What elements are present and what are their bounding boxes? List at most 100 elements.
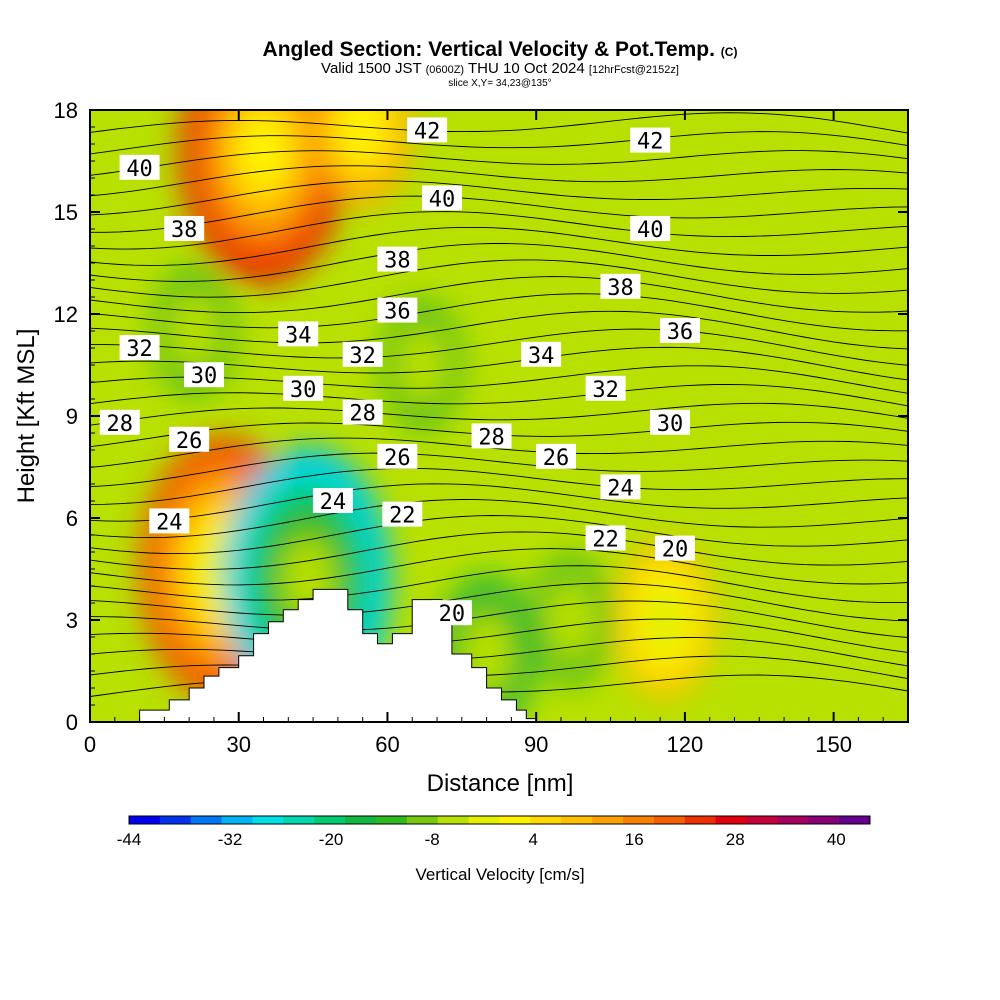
- svg-text:42: 42: [414, 119, 441, 144]
- theta-contour: [90, 180, 908, 216]
- colorbar-swatch: [715, 816, 747, 824]
- theta-label: 20: [431, 600, 472, 627]
- theta-label: 38: [164, 216, 205, 243]
- svg-text:38: 38: [607, 276, 634, 301]
- theta-contour: [90, 195, 908, 233]
- svg-text:26: 26: [176, 429, 203, 454]
- colorbar-swatch: [159, 816, 192, 824]
- svg-text:30: 30: [290, 378, 317, 403]
- colorbar-tick-label: -32: [218, 830, 243, 849]
- theta-contour: [90, 618, 908, 653]
- theta-label: 36: [377, 297, 418, 325]
- colorbar-swatch: [499, 816, 531, 824]
- theta-contour: [90, 483, 908, 522]
- colorbar-swatch: [839, 816, 871, 824]
- theta-label: 24: [149, 508, 190, 535]
- x-axis-label: Distance [nm]: [427, 770, 574, 797]
- theta-contour: [90, 582, 908, 622]
- theta-label: 28: [99, 409, 140, 437]
- svg-text:30: 30: [657, 412, 684, 437]
- theta-label: 26: [169, 426, 210, 454]
- colorbar-label: Vertical Velocity [cm/s]: [415, 865, 584, 884]
- y-tick-label: 12: [54, 302, 78, 327]
- theta-contour: [90, 150, 908, 176]
- svg-text:32: 32: [126, 337, 153, 362]
- theta-label: 22: [382, 501, 423, 529]
- svg-text:28: 28: [349, 402, 376, 427]
- velocity-cell: [239, 113, 288, 189]
- svg-text:42: 42: [637, 130, 664, 155]
- colorbar-swatch: [777, 816, 809, 824]
- svg-text:40: 40: [126, 157, 153, 182]
- theta-contour: [90, 452, 908, 488]
- theta-label: 38: [600, 273, 641, 301]
- theta-contour: [90, 131, 908, 155]
- svg-text:40: 40: [429, 187, 456, 212]
- theta-contour: [90, 402, 908, 426]
- theta-contour: [90, 548, 908, 586]
- svg-text:26: 26: [384, 446, 411, 471]
- y-tick-label: 3: [66, 608, 78, 633]
- svg-text:24: 24: [320, 490, 347, 515]
- theta-contour: [90, 328, 908, 366]
- colorbar-swatch: [129, 816, 161, 824]
- theta-contour: [90, 276, 908, 314]
- x-tick-label: 0: [84, 732, 96, 757]
- slice-label: slice X,Y= 34,23@135°: [448, 78, 552, 89]
- x-tick-label: 120: [667, 732, 704, 757]
- velocity-cell: [170, 293, 218, 369]
- colorbar-swatch: [623, 816, 655, 824]
- theta-contour: [90, 211, 908, 250]
- svg-text:24: 24: [156, 510, 183, 535]
- colorbar-tick-label: 4: [528, 830, 537, 849]
- svg-text:36: 36: [667, 320, 694, 345]
- colorbar-frame: [128, 815, 871, 825]
- colorbar-swatch: [468, 816, 500, 824]
- theta-label: 34: [278, 321, 319, 348]
- theta-label: 26: [536, 443, 577, 471]
- colorbar-swatch: [684, 816, 717, 824]
- x-tick-label: 90: [524, 732, 548, 757]
- x-tick-label: 30: [226, 732, 250, 757]
- colorbar-swatch: [376, 816, 408, 824]
- theta-contour: [90, 310, 908, 350]
- svg-text:38: 38: [171, 218, 198, 243]
- svg-text:34: 34: [285, 323, 312, 348]
- theta-label: 32: [342, 341, 383, 369]
- colorbar-swatch: [592, 816, 624, 824]
- theta-label: 22: [585, 525, 626, 552]
- colorbar-swatch: [314, 816, 346, 824]
- colorbar-tick-label: -8: [425, 830, 440, 849]
- svg-text:28: 28: [106, 412, 133, 437]
- theta-contour: [90, 499, 908, 539]
- colorbar-swatch: [190, 816, 223, 824]
- theta-label: 42: [630, 127, 671, 155]
- colorbar-swatch: [561, 816, 593, 824]
- colorbar-swatch: [437, 816, 470, 824]
- y-tick-label: 18: [54, 98, 78, 123]
- theta-label: 32: [585, 375, 626, 403]
- theta-label: 36: [659, 318, 700, 345]
- theta-contour: [90, 365, 908, 394]
- theta-contour: [90, 467, 908, 505]
- svg-text:32: 32: [592, 378, 619, 403]
- theta-contour: [90, 346, 908, 381]
- svg-text:38: 38: [384, 249, 411, 274]
- theta-contour: [90, 293, 908, 332]
- colorbar-tick-label: 40: [827, 830, 846, 849]
- colorbar-swatch: [345, 816, 377, 824]
- theta-label: 42: [407, 117, 448, 144]
- colorbar-swatch: [746, 816, 778, 824]
- svg-text:22: 22: [592, 527, 619, 552]
- theta-label: 32: [119, 335, 160, 362]
- theta-contour: [90, 531, 908, 570]
- svg-text:28: 28: [478, 425, 505, 450]
- colorbar-tick-label: -20: [319, 830, 344, 849]
- theta-contour: [90, 515, 908, 555]
- theta-label: 30: [650, 409, 691, 437]
- svg-text:20: 20: [662, 538, 689, 563]
- theta-contour: [90, 655, 908, 680]
- theta-contour: [90, 637, 908, 667]
- theta-label: 38: [377, 246, 418, 274]
